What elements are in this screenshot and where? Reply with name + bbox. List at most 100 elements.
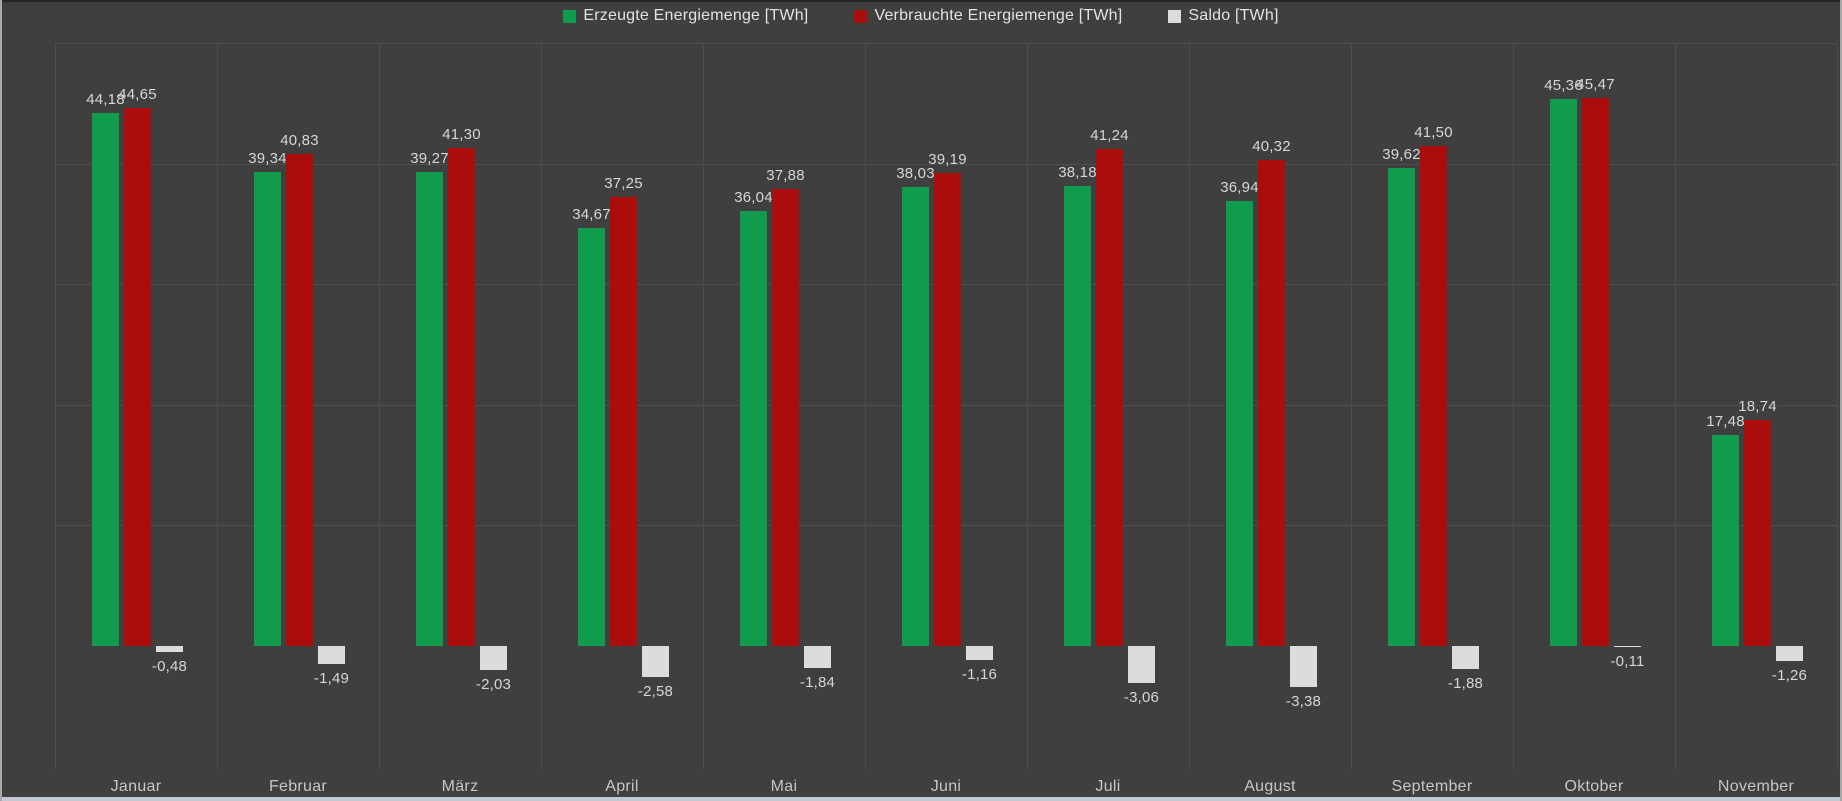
month-group-august: 36,94 40,32 -3,38 August bbox=[1189, 43, 1351, 801]
month-group-februar: 39,34 40,83 -1,49 Februar bbox=[217, 43, 379, 801]
x-axis-label: Oktober bbox=[1564, 778, 1624, 795]
value-label-verbrauchte: 37,25 bbox=[604, 174, 643, 192]
value-label-erzeugte: 39,27 bbox=[410, 150, 449, 168]
plot-area: 44,18 44,65 -0,48 Januar 39,34 40,83 -1,49 Febr… bbox=[55, 43, 1838, 801]
value-label-erzeugte: 36,04 bbox=[734, 189, 773, 207]
month-group-märz: 39,27 41,30 -2,03 März bbox=[379, 43, 541, 801]
bar-erzeugte bbox=[578, 227, 605, 646]
value-label-verbrauchte: 39,19 bbox=[928, 151, 967, 169]
bar-verbrauchte bbox=[934, 173, 961, 646]
value-label-saldo: -0,48 bbox=[151, 657, 188, 675]
bar-verbrauchte bbox=[1420, 145, 1447, 646]
month-group-september: 39,62 41,50 -1,88 September bbox=[1351, 43, 1513, 801]
x-axis-label: November bbox=[1717, 778, 1795, 795]
bar-saldo bbox=[1614, 646, 1641, 648]
x-axis-label: Januar bbox=[110, 778, 162, 795]
value-label-saldo: -2,58 bbox=[637, 683, 674, 701]
bar-verbrauchte bbox=[286, 153, 313, 646]
gridline-vertical bbox=[55, 43, 56, 770]
gridline-horizontal bbox=[55, 163, 1837, 165]
bar-saldo bbox=[1452, 646, 1479, 669]
month-group-oktober: 45,36 45,47 -0,11 Oktober bbox=[1513, 43, 1675, 801]
legend-swatch-icon bbox=[1168, 9, 1182, 23]
bar-erzeugte bbox=[1550, 98, 1577, 646]
value-label-erzeugte: 36,94 bbox=[1220, 178, 1259, 196]
x-axis-label: April bbox=[605, 778, 639, 795]
bar-saldo bbox=[642, 646, 669, 678]
x-axis-label: Mai bbox=[770, 778, 798, 795]
value-label-erzeugte: 38,18 bbox=[1058, 163, 1097, 181]
gridline-vertical bbox=[703, 43, 704, 770]
bar-verbrauchte bbox=[1096, 148, 1123, 646]
legend-item-verbrauchte[interactable]: Verbrauchte Energiemenge [TWh] bbox=[854, 7, 1122, 25]
x-axis-label: Juni bbox=[930, 778, 962, 795]
value-label-verbrauchte: 18,74 bbox=[1738, 397, 1777, 415]
gridline-horizontal bbox=[55, 43, 1837, 44]
value-label-saldo: -0,11 bbox=[1610, 653, 1645, 671]
chart-legend: Erzeugte Energiemenge [TWh] Verbrauchte E… bbox=[2, 7, 1840, 25]
value-label-saldo: -1,49 bbox=[313, 669, 350, 687]
bar-verbrauchte bbox=[610, 196, 637, 646]
gridline-vertical bbox=[1351, 43, 1352, 770]
bar-erzeugte bbox=[1226, 200, 1253, 646]
month-group-juni: 38,03 39,19 -1,16 Juni bbox=[865, 43, 1027, 801]
bar-verbrauchte bbox=[1258, 159, 1285, 646]
value-label-verbrauchte: 41,30 bbox=[442, 125, 481, 143]
month-group-juli: 38,18 41,24 -3,06 Juli bbox=[1027, 43, 1189, 801]
gridline-vertical bbox=[217, 43, 218, 770]
bar-erzeugte bbox=[1064, 185, 1091, 646]
bar-erzeugte bbox=[416, 172, 443, 646]
value-label-saldo: -1,26 bbox=[1771, 667, 1808, 685]
gridline-vertical bbox=[865, 43, 866, 770]
bar-saldo bbox=[1776, 646, 1803, 662]
window-top-edge bbox=[2, 0, 1840, 2]
bar-verbrauchte bbox=[448, 147, 475, 646]
bar-erzeugte bbox=[254, 171, 281, 646]
gridline-vertical bbox=[1837, 43, 1838, 770]
bar-erzeugte bbox=[1388, 168, 1415, 646]
legend-label: Saldo [TWh] bbox=[1188, 7, 1279, 24]
bar-verbrauchte bbox=[1582, 97, 1609, 646]
value-label-verbrauchte: 40,83 bbox=[280, 131, 319, 149]
bar-verbrauchte bbox=[124, 107, 151, 646]
x-axis-label: März bbox=[441, 778, 479, 795]
value-label-erzeugte: 17,48 bbox=[1706, 413, 1745, 431]
bar-saldo bbox=[1290, 646, 1317, 687]
bar-saldo bbox=[966, 646, 993, 660]
bar-saldo bbox=[1128, 646, 1155, 683]
value-label-verbrauchte: 41,24 bbox=[1090, 126, 1129, 144]
value-label-saldo: -1,88 bbox=[1447, 674, 1484, 692]
value-label-erzeugte: 45,36 bbox=[1544, 76, 1583, 94]
gridline-vertical bbox=[1675, 43, 1676, 770]
legend-swatch-icon bbox=[563, 9, 577, 23]
month-group-mai: 36,04 37,88 -1,84 Mai bbox=[703, 43, 865, 801]
value-label-saldo: -1,84 bbox=[799, 674, 836, 692]
bar-saldo bbox=[804, 646, 831, 669]
bar-saldo bbox=[156, 646, 183, 652]
bar-verbrauchte bbox=[772, 189, 799, 646]
bar-erzeugte bbox=[92, 113, 119, 646]
gridline-vertical bbox=[1189, 43, 1190, 770]
x-axis-label: Februar bbox=[268, 778, 328, 795]
month-group-januar: 44,18 44,65 -0,48 Januar bbox=[55, 43, 217, 801]
bar-erzeugte bbox=[902, 187, 929, 646]
x-axis-label: August bbox=[1244, 778, 1296, 795]
gridline-vertical bbox=[541, 43, 542, 770]
value-label-verbrauchte: 40,32 bbox=[1252, 137, 1291, 155]
bar-saldo bbox=[480, 646, 507, 671]
month-group-april: 34,67 37,25 -2,58 April bbox=[541, 43, 703, 801]
value-label-verbrauchte: 45,47 bbox=[1576, 75, 1615, 93]
bar-erzeugte bbox=[740, 211, 767, 646]
value-label-verbrauchte: 41,50 bbox=[1414, 123, 1453, 141]
bar-saldo bbox=[318, 646, 345, 664]
x-axis-label: September bbox=[1391, 778, 1473, 795]
value-label-saldo: -3,06 bbox=[1123, 688, 1160, 706]
legend-item-erzeugte[interactable]: Erzeugte Energiemenge [TWh] bbox=[563, 7, 808, 25]
window-bottom-edge bbox=[2, 797, 1840, 801]
value-label-verbrauchte: 37,88 bbox=[766, 167, 805, 185]
value-label-saldo: -3,38 bbox=[1285, 692, 1322, 710]
value-label-saldo: -1,16 bbox=[961, 665, 998, 683]
legend-item-saldo[interactable]: Saldo [TWh] bbox=[1168, 7, 1278, 25]
x-axis-label: Juli bbox=[1095, 778, 1121, 795]
